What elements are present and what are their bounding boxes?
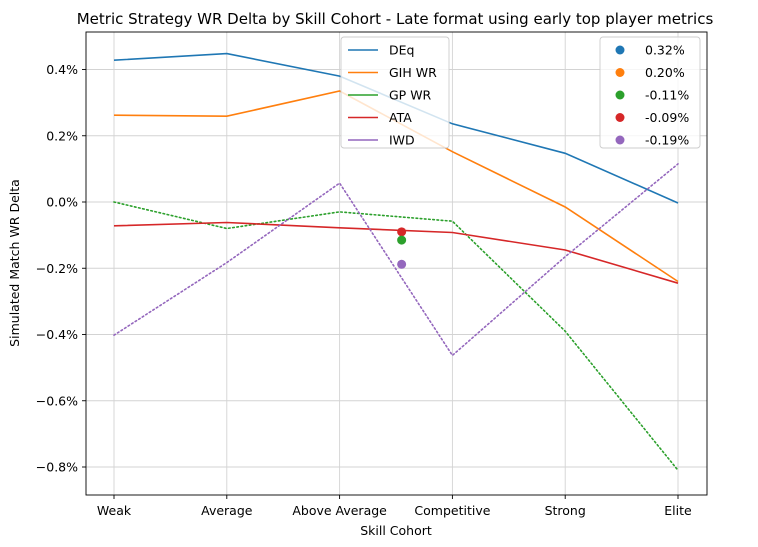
legend-series: DEq GIH WR GP WR ATA IWD: [340, 36, 450, 149]
legend-marker: [615, 90, 625, 100]
x-tick-label: Weak: [97, 503, 132, 518]
summary-point: [397, 259, 407, 269]
x-tick-label: Strong: [545, 503, 586, 518]
legend-value-label: 0.32%: [645, 43, 685, 58]
y-axis-label: Simulated Match WR Delta: [7, 179, 22, 347]
series-line-iwd: [113, 163, 679, 357]
legend-series-box: [340, 36, 450, 149]
series-line-ata: [113, 221, 679, 284]
legend-series-label: GP WR: [389, 88, 432, 103]
x-axis-ticks: Weak Average Above Average Competitive Stron…: [97, 495, 692, 518]
legend-series-label: DEq: [389, 43, 414, 58]
legend-value-label: -0.19%: [645, 133, 689, 148]
y-tick-label: −0.8%: [36, 460, 78, 475]
y-axis-ticks: −0.8% −0.6% −0.4% −0.2% 0.0% 0.2% 0.4%: [36, 62, 86, 475]
y-tick-label: −0.4%: [36, 327, 78, 342]
series-line-gp-wr: [113, 201, 679, 472]
legend-value-label: 0.20%: [645, 65, 685, 80]
y-tick-label: −0.6%: [36, 393, 78, 408]
y-tick-label: 0.4%: [46, 62, 78, 77]
legend-marker: [615, 135, 625, 145]
legend-marker: [615, 45, 625, 55]
x-axis-label: Skill Cohort: [360, 523, 432, 538]
chart-title: Metric Strategy WR Delta by Skill Cohort…: [77, 10, 714, 28]
plot-frame: [85, 31, 708, 496]
legend-value-label: -0.11%: [645, 88, 689, 103]
y-tick-label: 0.2%: [46, 128, 78, 143]
x-tick-label: Elite: [664, 503, 692, 518]
legend-values-box: [599, 36, 701, 149]
legend-value-label: -0.09%: [645, 110, 689, 125]
summary-point: [397, 235, 407, 245]
legend-series-label: GIH WR: [389, 65, 437, 80]
x-tick-label: Average: [201, 503, 253, 518]
legend-values: 0.32% 0.20% -0.11% -0.09% -0.19%: [599, 36, 701, 149]
y-tick-label: −0.2%: [36, 261, 78, 276]
x-tick-label: Competitive: [414, 503, 490, 518]
legend-marker: [615, 113, 625, 122]
y-tick-label: 0.0%: [46, 195, 78, 210]
legend-series-label: ATA: [389, 110, 412, 125]
legend-series-label: IWD: [389, 133, 415, 148]
summary-points: [397, 227, 407, 269]
x-tick-label: Above Average: [292, 503, 387, 518]
legend-marker: [615, 68, 625, 77]
summary-point: [397, 227, 407, 237]
